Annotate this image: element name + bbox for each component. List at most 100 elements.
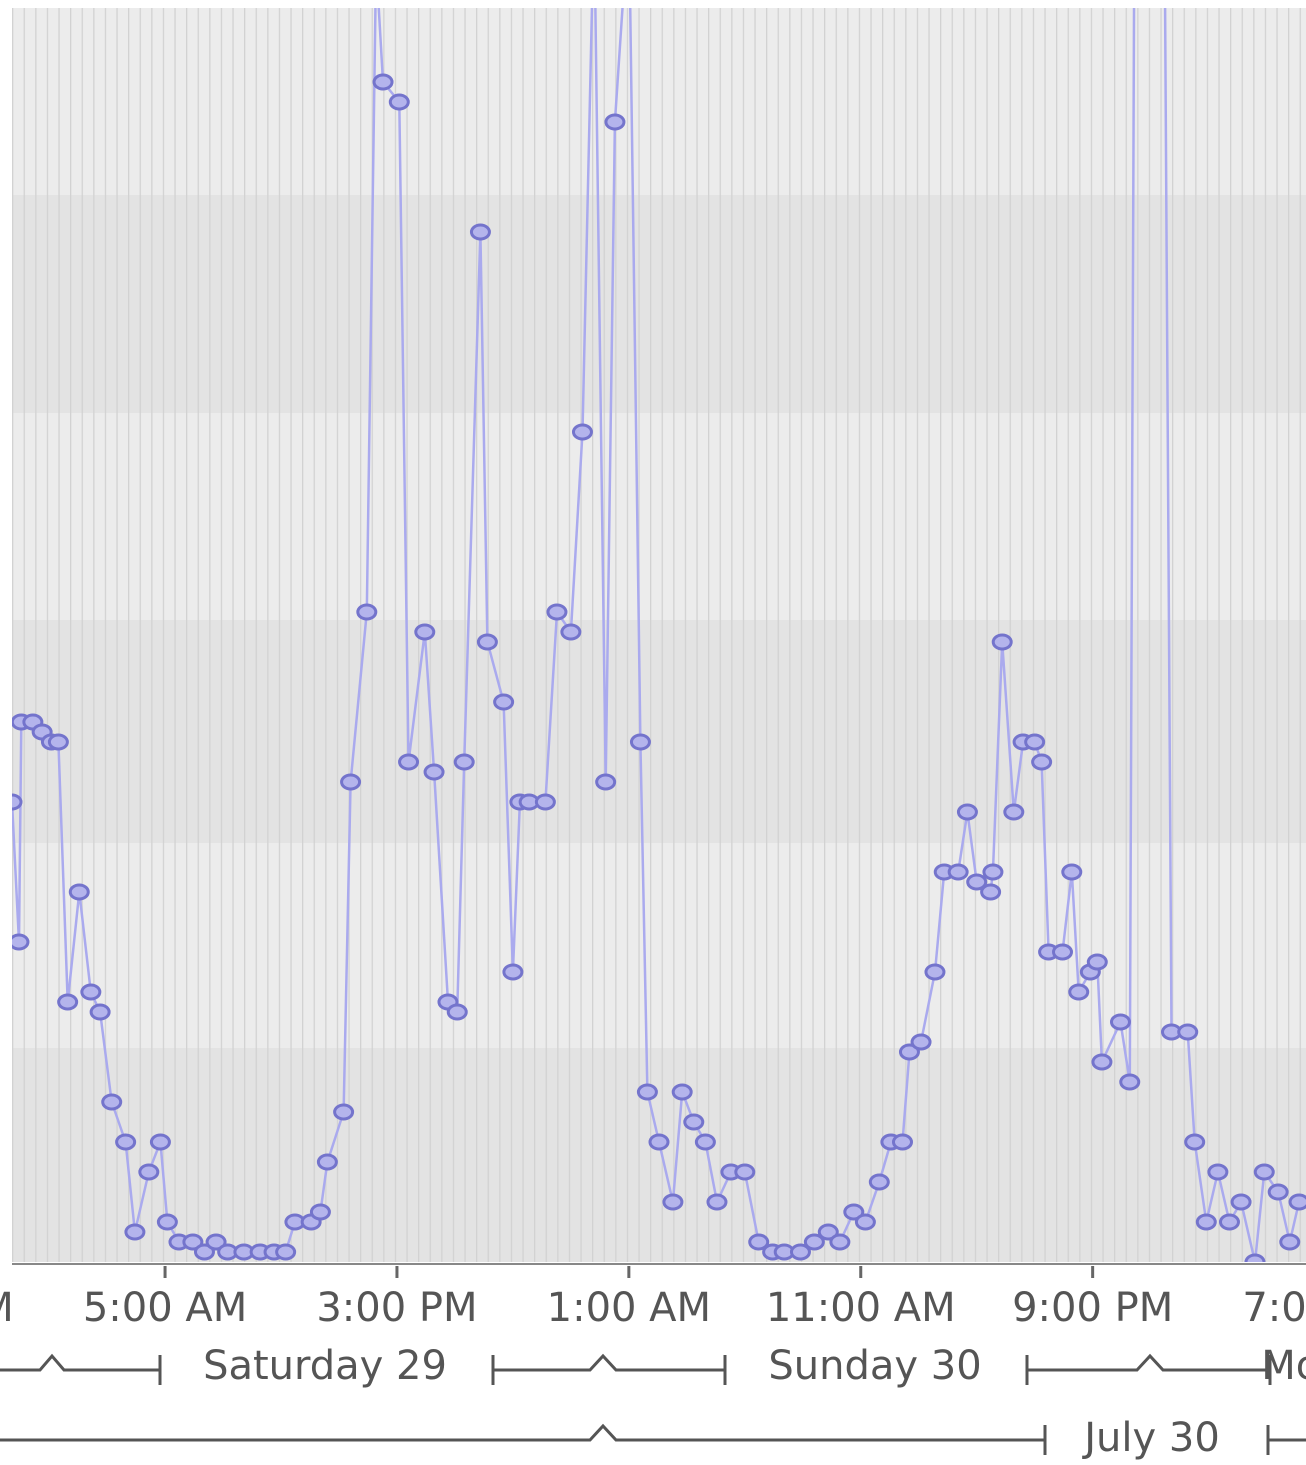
data-point bbox=[309, 1203, 331, 1221]
data-point bbox=[817, 1223, 839, 1241]
data-point bbox=[982, 863, 1004, 881]
data-point bbox=[80, 983, 102, 1001]
data-point bbox=[1207, 1163, 1229, 1181]
data-point bbox=[1031, 753, 1053, 771]
data-point bbox=[734, 1163, 756, 1181]
data-point bbox=[694, 1133, 716, 1151]
data-point bbox=[124, 1223, 146, 1241]
data-point bbox=[1177, 1023, 1199, 1041]
month-label: July 30 bbox=[1081, 1415, 1220, 1461]
data-point bbox=[636, 1083, 658, 1101]
x-tick-label: 9:00 PM bbox=[1012, 1285, 1173, 1331]
data-point bbox=[829, 1233, 851, 1251]
data-point bbox=[469, 223, 491, 241]
data-point bbox=[595, 773, 617, 791]
data-point bbox=[476, 633, 498, 651]
data-point bbox=[1068, 983, 1090, 1001]
data-point bbox=[1288, 1193, 1306, 1211]
data-point bbox=[956, 803, 978, 821]
data-point bbox=[101, 1093, 123, 1111]
data-point bbox=[803, 1233, 825, 1251]
x-tick-label: 7:00 PM bbox=[0, 1285, 14, 1331]
x-axis: 7:00 PM 5:00 AM 3:00 PM 1:00 AM 11:00 AM 9:00… bbox=[0, 1263, 1306, 1461]
x-tick-label: 7:00 AM bbox=[1242, 1285, 1306, 1331]
data-point bbox=[1279, 1233, 1301, 1251]
data-point bbox=[1024, 733, 1046, 751]
data-point bbox=[1253, 1163, 1275, 1181]
data-point bbox=[629, 733, 651, 751]
data-point bbox=[534, 793, 556, 811]
data-point bbox=[546, 603, 568, 621]
data-point bbox=[414, 623, 436, 641]
data-point bbox=[748, 1233, 770, 1251]
day-label: Saturday 29 bbox=[203, 1343, 447, 1389]
data-point bbox=[991, 633, 1013, 651]
data-point bbox=[854, 1213, 876, 1231]
data-point bbox=[1003, 803, 1025, 821]
data-point bbox=[1230, 1193, 1252, 1211]
data-point bbox=[1086, 953, 1108, 971]
data-point bbox=[924, 963, 946, 981]
data-point bbox=[333, 1103, 355, 1121]
data-point bbox=[502, 963, 524, 981]
data-point bbox=[1061, 863, 1083, 881]
data-point bbox=[789, 1243, 811, 1261]
data-point bbox=[1267, 1183, 1289, 1201]
data-point bbox=[275, 1243, 297, 1261]
data-point bbox=[1218, 1213, 1240, 1231]
data-point bbox=[149, 1133, 171, 1151]
data-point bbox=[89, 1003, 111, 1021]
data-point bbox=[910, 1033, 932, 1051]
data-point bbox=[372, 73, 394, 91]
data-point bbox=[604, 113, 626, 131]
data-point bbox=[340, 773, 362, 791]
data-point bbox=[1244, 1253, 1266, 1262]
data-point bbox=[316, 1153, 338, 1171]
data-point bbox=[683, 1113, 705, 1131]
data-point bbox=[1091, 1053, 1113, 1071]
data-point bbox=[1184, 1133, 1206, 1151]
day-label: Sunday 30 bbox=[768, 1343, 981, 1389]
data-point bbox=[980, 883, 1002, 901]
data-point bbox=[1052, 943, 1074, 961]
data-point bbox=[388, 93, 410, 111]
data-point bbox=[671, 1083, 693, 1101]
data-point bbox=[560, 623, 582, 641]
x-tick-label: 5:00 AM bbox=[83, 1285, 247, 1331]
data-point bbox=[648, 1133, 670, 1151]
plot-area bbox=[12, 8, 1306, 1262]
data-point bbox=[398, 753, 420, 771]
x-tick-label: 3:00 PM bbox=[316, 1285, 477, 1331]
plot-background bbox=[12, 8, 1306, 1262]
data-point bbox=[891, 1133, 913, 1151]
data-point bbox=[947, 863, 969, 881]
data-point bbox=[1109, 1013, 1131, 1031]
data-point bbox=[898, 1043, 920, 1061]
data-point bbox=[868, 1173, 890, 1191]
data-point bbox=[182, 1233, 204, 1251]
day-label: Monday 31 bbox=[1261, 1343, 1306, 1389]
data-point bbox=[453, 753, 475, 771]
data-point bbox=[1195, 1213, 1217, 1231]
data-point bbox=[423, 763, 445, 781]
data-point bbox=[138, 1163, 160, 1181]
data-point bbox=[115, 1133, 137, 1151]
data-point bbox=[493, 693, 515, 711]
data-point bbox=[12, 793, 23, 811]
data-point bbox=[193, 1243, 215, 1261]
data-point bbox=[68, 883, 90, 901]
data-point bbox=[205, 1233, 227, 1251]
data-point bbox=[966, 873, 988, 891]
data-point bbox=[57, 993, 79, 1011]
data-point bbox=[1119, 1073, 1141, 1091]
x-tick-label: 11:00 AM bbox=[766, 1285, 956, 1331]
data-point bbox=[47, 733, 69, 751]
data-point bbox=[446, 1003, 468, 1021]
data-point bbox=[356, 603, 378, 621]
data-point bbox=[706, 1193, 728, 1211]
data-point bbox=[571, 423, 593, 441]
x-tick-label: 1:00 AM bbox=[547, 1285, 711, 1331]
data-point bbox=[662, 1193, 684, 1211]
